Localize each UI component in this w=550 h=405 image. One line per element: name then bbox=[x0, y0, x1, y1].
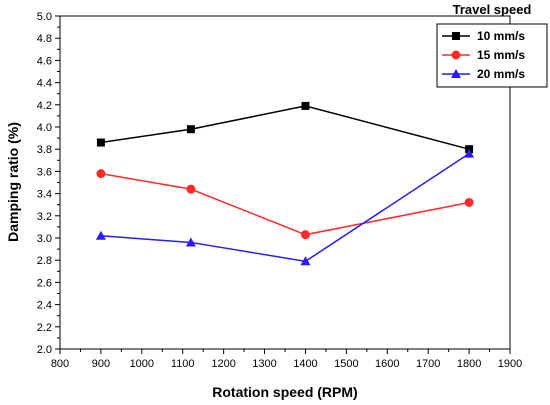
data-point bbox=[301, 101, 310, 110]
data-point bbox=[464, 148, 475, 158]
y-axis-title: Damping ratio (%) bbox=[5, 122, 21, 242]
data-point bbox=[96, 169, 106, 179]
legend-swatch-marker bbox=[451, 69, 461, 78]
y-tick-label: 5.0 bbox=[37, 11, 52, 23]
x-tick-label: 1900 bbox=[498, 358, 522, 370]
data-point bbox=[96, 138, 105, 147]
y-tick-label: 2.2 bbox=[37, 322, 52, 334]
x-axis-title: Rotation speed (RPM) bbox=[212, 384, 357, 400]
y-tick-label: 2.6 bbox=[37, 277, 52, 289]
series-line bbox=[100, 172, 470, 236]
series-2 bbox=[96, 169, 474, 240]
legend-label: 10 mm/s bbox=[477, 29, 525, 43]
x-tick-label: 1800 bbox=[457, 358, 481, 370]
legend: 10 mm/s 15 mm/s 20 mm/s bbox=[436, 23, 548, 88]
x-tick-label: 1600 bbox=[375, 358, 399, 370]
legend-title: Travel speed bbox=[453, 2, 532, 17]
y-tick-label: 2.8 bbox=[37, 255, 52, 267]
y-tick-label: 4.4 bbox=[37, 78, 52, 90]
x-tick-label: 1200 bbox=[211, 358, 235, 370]
data-point bbox=[464, 197, 474, 207]
x-tick-label: 1000 bbox=[130, 358, 154, 370]
legend-swatch-marker bbox=[452, 32, 460, 40]
x-tick-label: 1300 bbox=[252, 358, 276, 370]
x-tick-label: 1700 bbox=[416, 358, 440, 370]
y-tick-label: 3.2 bbox=[37, 211, 52, 223]
data-point bbox=[95, 230, 106, 240]
x-tick-label: 1400 bbox=[293, 358, 317, 370]
y-tick-label: 2.0 bbox=[37, 344, 52, 356]
x-tick-label: 1500 bbox=[334, 358, 358, 370]
y-tick-label: 4.2 bbox=[37, 100, 52, 112]
y-tick-label: 4.8 bbox=[37, 33, 52, 45]
y-tick-label: 4.0 bbox=[37, 122, 52, 134]
legend-swatch-marker bbox=[451, 50, 461, 60]
data-point bbox=[185, 237, 196, 247]
series-3 bbox=[95, 148, 475, 266]
series-line bbox=[100, 105, 470, 150]
series-1 bbox=[96, 101, 474, 154]
legend-label: 20 mm/s bbox=[477, 67, 525, 81]
data-point bbox=[186, 184, 196, 194]
y-tick-label: 3.4 bbox=[37, 189, 52, 201]
data-point bbox=[300, 256, 311, 266]
x-tick-label: 1100 bbox=[171, 358, 195, 370]
legend-label: 15 mm/s bbox=[477, 48, 525, 62]
series-line bbox=[100, 153, 470, 263]
data-point bbox=[300, 230, 310, 240]
y-tick-label: 3.6 bbox=[37, 166, 52, 178]
y-tick-label: 3.8 bbox=[37, 144, 52, 156]
y-tick-label: 3.0 bbox=[37, 233, 52, 245]
x-tick-label: 900 bbox=[92, 358, 110, 370]
y-tick-label: 4.6 bbox=[37, 55, 52, 67]
y-tick-label: 2.4 bbox=[37, 300, 52, 312]
data-point bbox=[186, 125, 195, 134]
x-tick-label: 800 bbox=[51, 358, 69, 370]
